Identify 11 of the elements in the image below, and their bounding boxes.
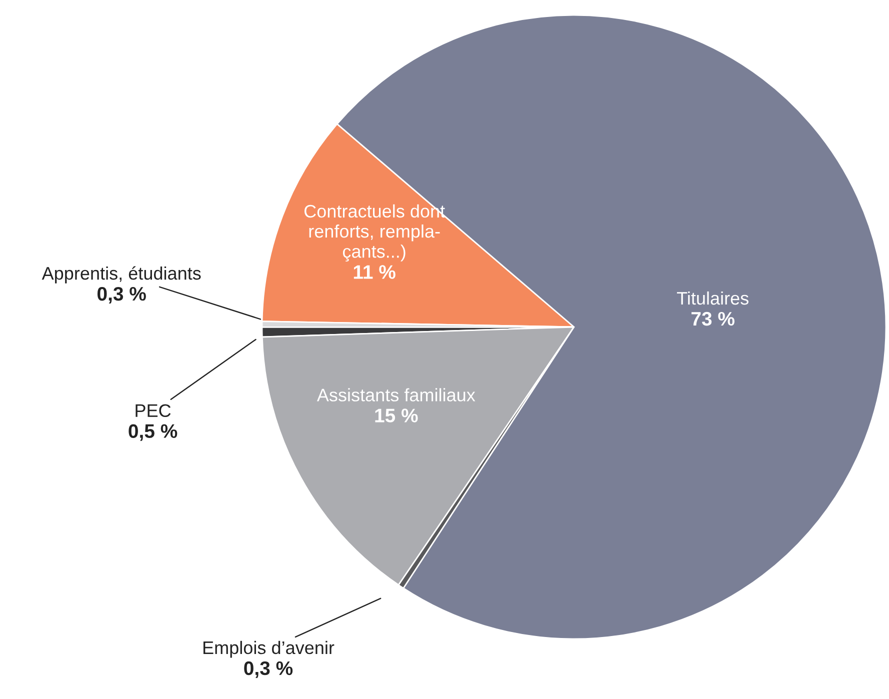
data-label: 0,3 %: [98, 286, 146, 304]
slice-label: Apprentis, étudiants: [42, 266, 201, 284]
data-label: 15 %: [375, 408, 418, 422]
data-label: 73 %: [692, 312, 734, 326]
slice-label: Assistants familiaux: [316, 388, 476, 402]
slice-label: PEC: [136, 404, 171, 418]
slice-label: Titulaires: [676, 291, 748, 305]
data-label: 11 %: [354, 265, 396, 279]
data-label: 0,3 %: [244, 661, 293, 678]
data-label: 0,5 %: [128, 424, 178, 441]
slice-label: Emplois d’avenir: [203, 640, 334, 658]
